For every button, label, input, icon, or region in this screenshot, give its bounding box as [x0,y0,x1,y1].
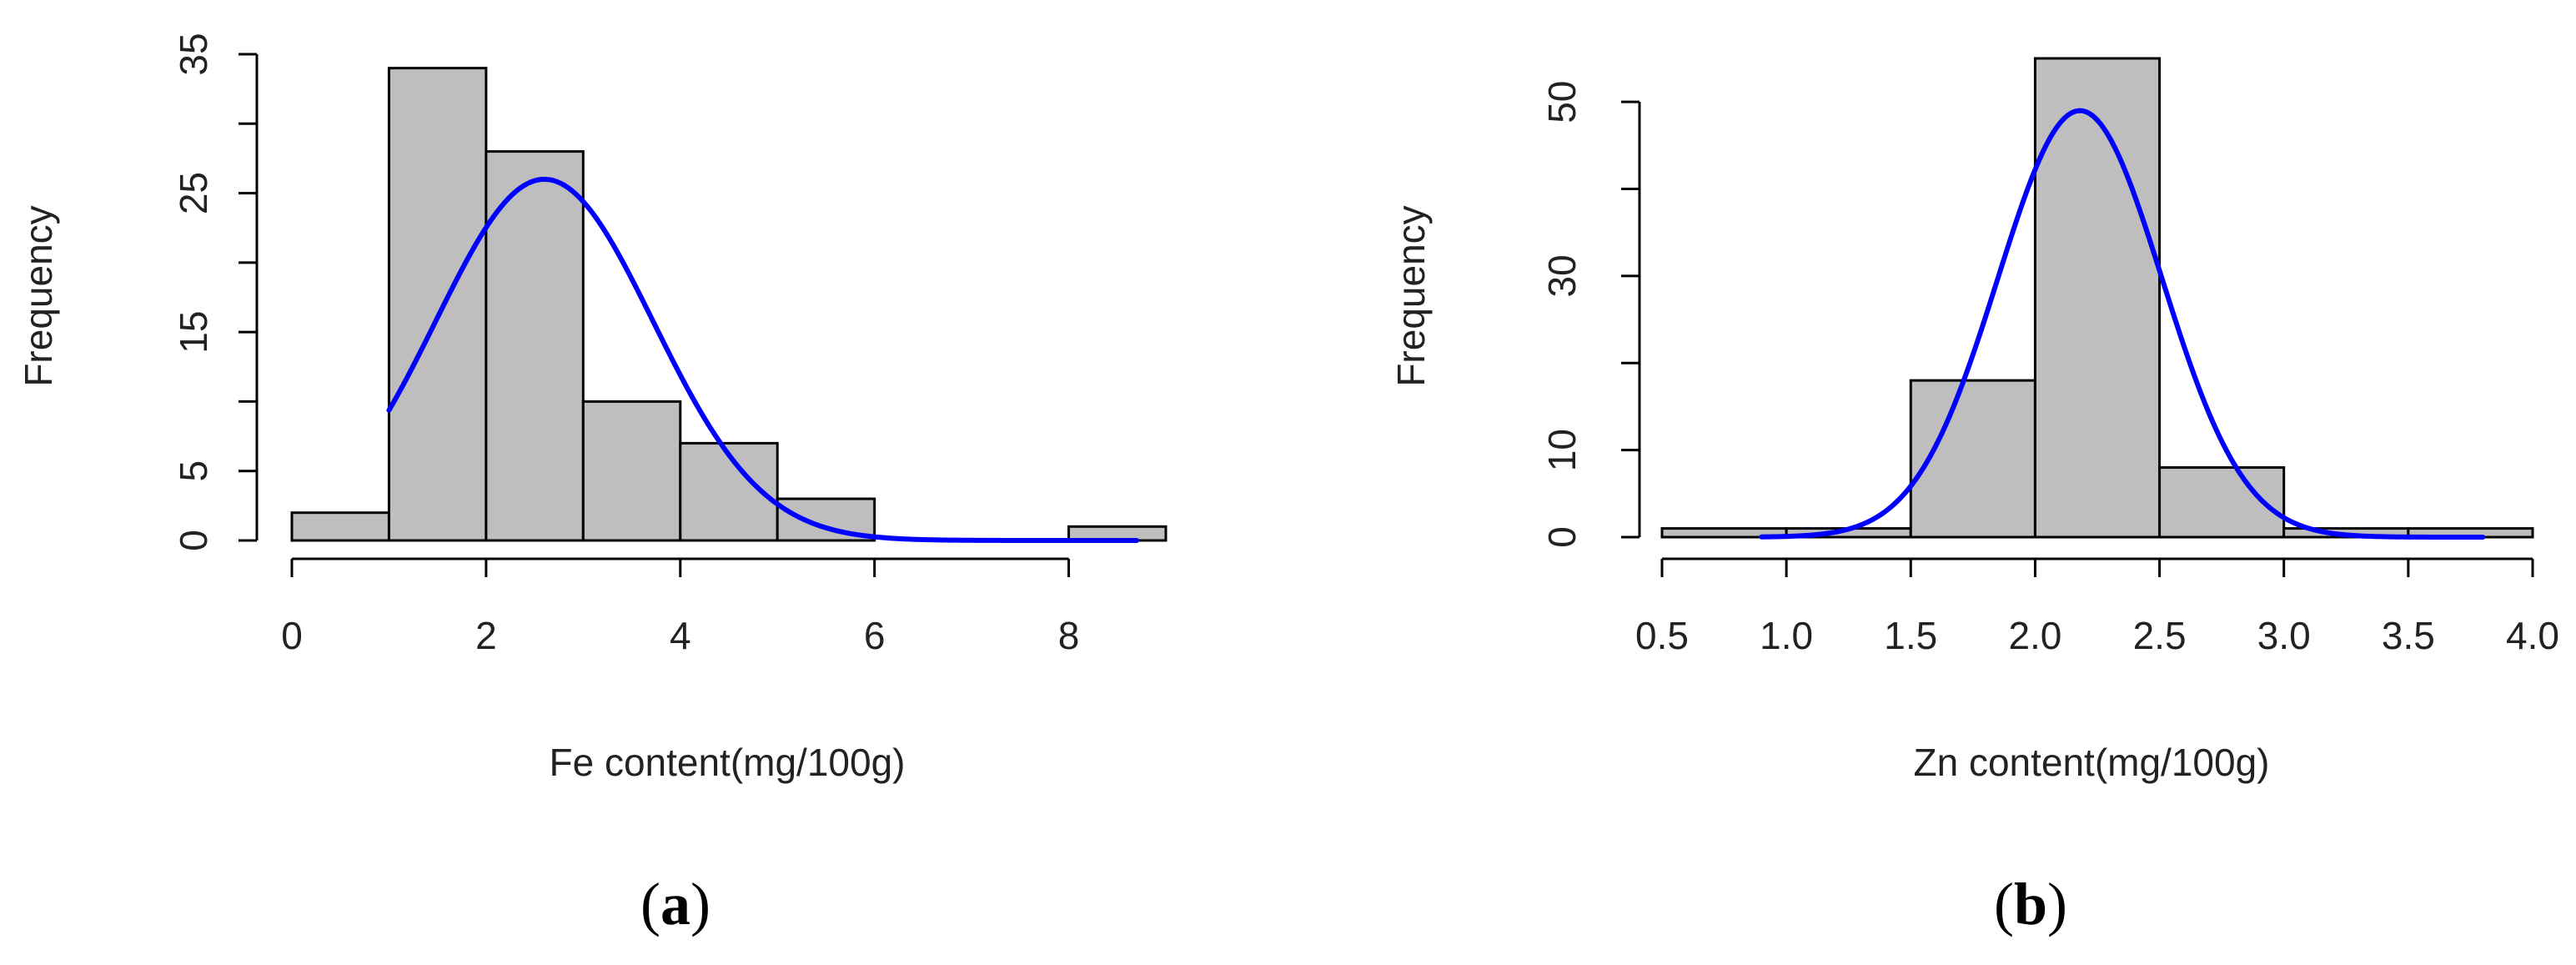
x-tick-label: 1.5 [1884,614,1937,657]
histogram-bar [387,67,488,542]
x-tick-label: 1.0 [1760,614,1813,657]
histogram-bar [2033,57,2162,539]
y-tick-label: 50 [1540,81,1584,123]
histogram-bars [290,67,1167,542]
x-tick-label: 0.5 [1635,614,1689,657]
histogram-bar [290,511,390,542]
x-tick-label: 3.0 [2257,614,2311,657]
histogram-bar [581,400,682,542]
panel-letter: b [2014,871,2047,937]
panel-label: (b) [1994,871,2067,937]
x-tick-label: 6 [864,614,886,657]
y-tick-label: 0 [1540,526,1584,548]
x-axis: 0.5 1.0 1.5 2.0 2.5 3.0 3.5 4.0 [1635,557,2559,657]
histogram-panel-a: 0 2 4 6 8 0 5 15 25 35 Fe content(mg/100g) Frequenc… [17,33,1167,937]
y-tick-label: 5 [172,460,215,482]
panel-label: (a) [640,871,711,937]
histogram-bars [1660,57,2534,539]
y-tick-label: 35 [172,33,215,75]
x-tick-label: 8 [1058,614,1080,657]
x-tick-label: 0 [281,614,303,657]
normal-density-curve [386,176,1140,543]
y-tick-label: 10 [1540,429,1584,471]
y-axis-title: Frequency [1389,205,1433,386]
x-tick-label: 4 [670,614,691,657]
x-axis-title: Fe content(mg/100g) [549,741,905,784]
x-axis: 0 2 4 6 8 [281,557,1080,657]
x-axis-title: Zn content(mg/100g) [1913,741,2269,784]
x-tick-label: 2.0 [2008,614,2061,657]
x-tick-label: 3.5 [2382,614,2435,657]
panel-letter: a [660,871,690,937]
y-axis: 0 5 15 25 35 [172,33,259,551]
x-tick-label: 4.0 [2506,614,2559,657]
y-tick-label: 0 [172,530,215,551]
histogram-bar [485,150,585,542]
normal-density-curve [1759,108,2486,540]
y-tick-label: 30 [1540,254,1584,297]
y-axis-title: Frequency [17,205,60,386]
x-tick-label: 2.5 [2133,614,2187,657]
y-axis: 0 10 30 50 [1540,81,1641,548]
histogram-panel-b: 0.5 1.0 1.5 2.0 2.5 3.0 3.5 4.0 0 10 30 50 Zn conten… [1389,57,2559,937]
y-tick-label: 25 [172,172,215,214]
x-tick-label: 2 [475,614,497,657]
y-tick-label: 15 [172,311,215,354]
